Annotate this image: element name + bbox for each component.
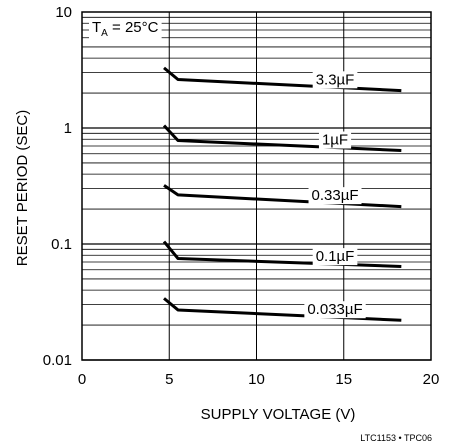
temperature-annotation: TA = 25°C [89,18,162,40]
svg-text:TA = 25°C: TA = 25°C [92,19,159,39]
x-tick-label: 0 [78,371,86,388]
plot-frame [81,11,432,361]
curve-label-text: 1µF [322,132,348,149]
curve-label: 0.033µF [304,301,366,319]
grid-lines [82,12,431,361]
series-line [163,297,402,322]
y-axis-label: RESET PERIOD (SEC) [14,110,31,266]
curve-label-background [308,187,362,205]
curve-label: 1µF [318,131,352,149]
y-tick-label: 0.1 [51,236,72,253]
curve-label-background [318,131,352,149]
series-line [162,124,402,152]
curve-label-text: 0.033µF [307,301,362,318]
series-line [163,66,402,93]
curve-label-text: 3.3µF [316,71,355,88]
curve-labels: 3.3µF 1µF 0.33µF 0.1µF 0.033µF [304,71,366,319]
x-tick-label: 15 [335,371,352,388]
annotation-suffix: = 25°C [108,19,159,36]
annotation-subscript: A [101,28,108,39]
curve-label-text: 0.1µF [316,248,355,265]
annotation-prefix: T [92,19,101,36]
curve-label-background [312,71,358,89]
curve-label: 0.33µF [308,187,362,205]
figure-footnote: LTC1153 • TPC06 [360,433,432,443]
y-tick-label: 0.01 [43,352,72,369]
tick-labels: 0 5 10 15 20 0.01 0.1 1 10 [43,4,440,388]
x-tick-label: 5 [165,371,173,388]
curve-label-background [312,248,358,266]
x-tick-label: 10 [248,371,265,388]
series-line [162,240,402,268]
curve-label: 0.1µF [312,248,358,266]
x-axis-label: SUPPLY VOLTAGE (V) [201,406,356,423]
curves [162,66,402,322]
x-tick-label: 20 [423,371,440,388]
curve-label: 3.3µF [312,71,358,89]
y-tick-label: 1 [64,120,72,137]
y-tick-label: 10 [55,4,72,21]
curve-label-text: 0.33µF [312,187,359,204]
curve-label-background [304,301,366,319]
